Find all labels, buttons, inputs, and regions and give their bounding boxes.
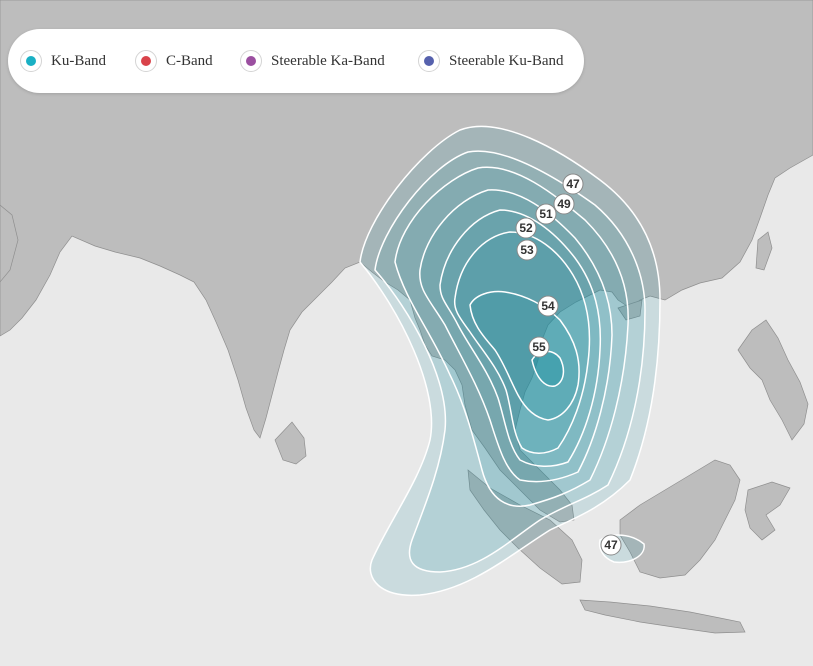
c-band-color-dot	[141, 56, 151, 66]
legend-item-steerable-ka-band[interactable]: Steerable Ka-Band	[240, 50, 385, 72]
ku-band-color-dot	[26, 56, 36, 66]
taiwan	[755, 231, 773, 271]
java	[579, 599, 746, 634]
legend-label-ku-band: Ku-Band	[51, 52, 106, 69]
sumatra	[467, 469, 583, 585]
svg-text:54: 54	[541, 299, 555, 313]
svg-text:53: 53	[520, 243, 534, 257]
legend-label-c-band: C-Band	[166, 52, 213, 69]
hainan	[617, 299, 643, 321]
steerable-ka-band-color-dot	[246, 56, 256, 66]
contour-label-55: 55	[528, 336, 550, 358]
contour-label-47-south: 47	[600, 534, 622, 556]
sri-lanka	[274, 421, 307, 465]
svg-text:47: 47	[566, 177, 580, 191]
steerable-ka-band-dot-icon	[240, 50, 262, 72]
contour-label-53: 53	[516, 239, 538, 261]
sulawesi	[744, 481, 791, 541]
svg-text:55: 55	[532, 340, 546, 354]
contour-label-51: 51	[535, 203, 557, 225]
asia-mainland	[0, 0, 813, 523]
legend-item-steerable-ku-band[interactable]: Steerable Ku-Band	[418, 50, 564, 72]
svg-text:51: 51	[539, 207, 553, 221]
ku-band-dot-icon	[20, 50, 42, 72]
contour-5	[439, 209, 602, 467]
landmass	[0, 0, 813, 634]
philippines	[737, 319, 809, 441]
arabian-edge	[0, 204, 19, 283]
beam-coverage	[359, 125, 661, 596]
legend-item-ku-band[interactable]: Ku-Band	[20, 50, 106, 72]
contour-labels: 47 49 51 52 53 54 55 47	[515, 173, 622, 556]
steerable-ku-band-dot-icon	[418, 50, 440, 72]
contour-label-49: 49	[553, 193, 575, 215]
contour-2	[374, 150, 646, 573]
svg-text:49: 49	[557, 197, 571, 211]
legend-label-steerable-ku-band: Steerable Ku-Band	[449, 52, 564, 69]
borneo	[619, 459, 741, 579]
band-legend: Ku-Band C-Band Steerable Ka-Band Steerab…	[8, 29, 584, 93]
c-band-dot-icon	[135, 50, 157, 72]
steerable-ku-band-color-dot	[424, 56, 434, 66]
contour-label-54: 54	[537, 295, 559, 317]
contour-7	[469, 290, 580, 421]
svg-text:47: 47	[604, 538, 618, 552]
svg-text:52: 52	[519, 221, 533, 235]
contour-label-47-north: 47	[562, 173, 584, 195]
contour-label-52: 52	[515, 217, 537, 239]
legend-item-c-band[interactable]: C-Band	[135, 50, 213, 72]
legend-label-steerable-ka-band: Steerable Ka-Band	[271, 52, 385, 69]
